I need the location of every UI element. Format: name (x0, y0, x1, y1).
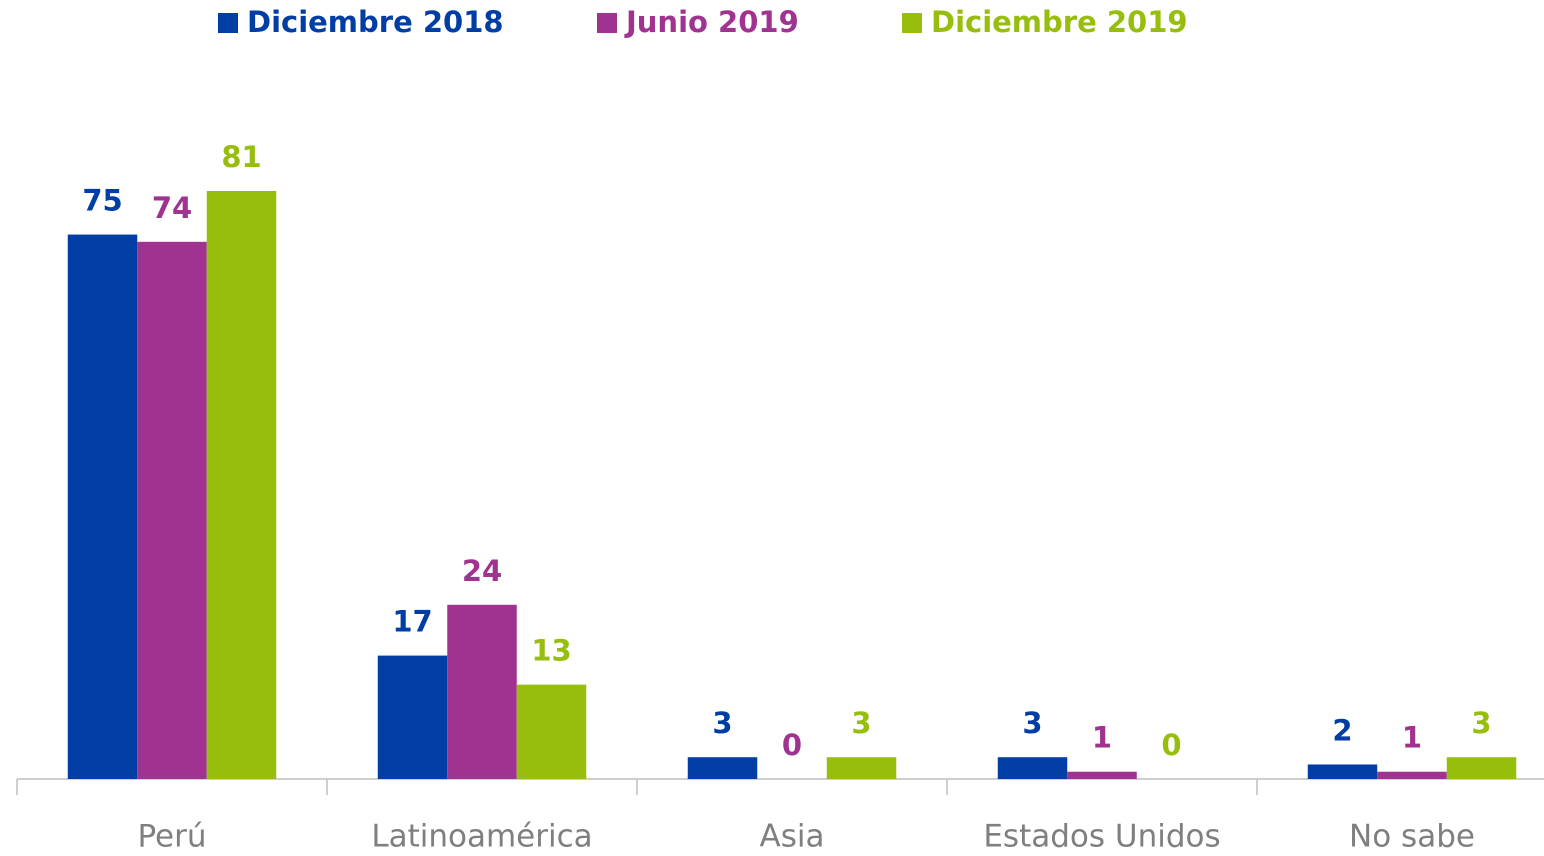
legend-swatch (597, 13, 617, 33)
legend-swatch (902, 13, 922, 33)
x-tick-label: Perú (137, 819, 206, 855)
bar (67, 234, 138, 780)
data-label: 75 (82, 184, 122, 218)
x-tick-label: Estados Unidos (983, 819, 1220, 855)
bar (137, 241, 207, 779)
bar (1307, 764, 1378, 779)
bar (687, 757, 758, 779)
legend-swatch (218, 13, 238, 33)
bar (206, 191, 277, 779)
data-label: 0 (782, 728, 802, 762)
data-label: 3 (851, 706, 871, 740)
bar (997, 757, 1068, 779)
data-label: 1 (1092, 721, 1112, 755)
bar (377, 655, 448, 779)
data-label: 3 (1022, 706, 1042, 740)
data-label: 3 (1471, 706, 1491, 740)
bar (516, 684, 587, 779)
x-tick-label: Asia (760, 819, 825, 855)
legend-label: Diciembre 2018 (247, 5, 504, 39)
data-label: 74 (152, 191, 192, 225)
data-label: 13 (531, 634, 571, 668)
data-label: 81 (221, 140, 261, 174)
legend-label: Junio 2019 (624, 5, 799, 39)
data-label: 0 (1161, 728, 1181, 762)
bar (826, 757, 897, 779)
bar (1067, 771, 1137, 779)
x-tick-label: No sabe (1349, 819, 1475, 855)
data-label: 1 (1402, 721, 1422, 755)
data-label: 3 (712, 706, 732, 740)
bar (447, 604, 517, 779)
data-label: 17 (392, 605, 432, 639)
bar (1446, 757, 1517, 779)
data-label: 2 (1332, 713, 1352, 747)
data-label: 24 (462, 554, 502, 588)
legend-label: Diciembre 2019 (931, 5, 1188, 39)
bar (1377, 771, 1447, 779)
x-tick-label: Latinoamérica (371, 819, 592, 855)
